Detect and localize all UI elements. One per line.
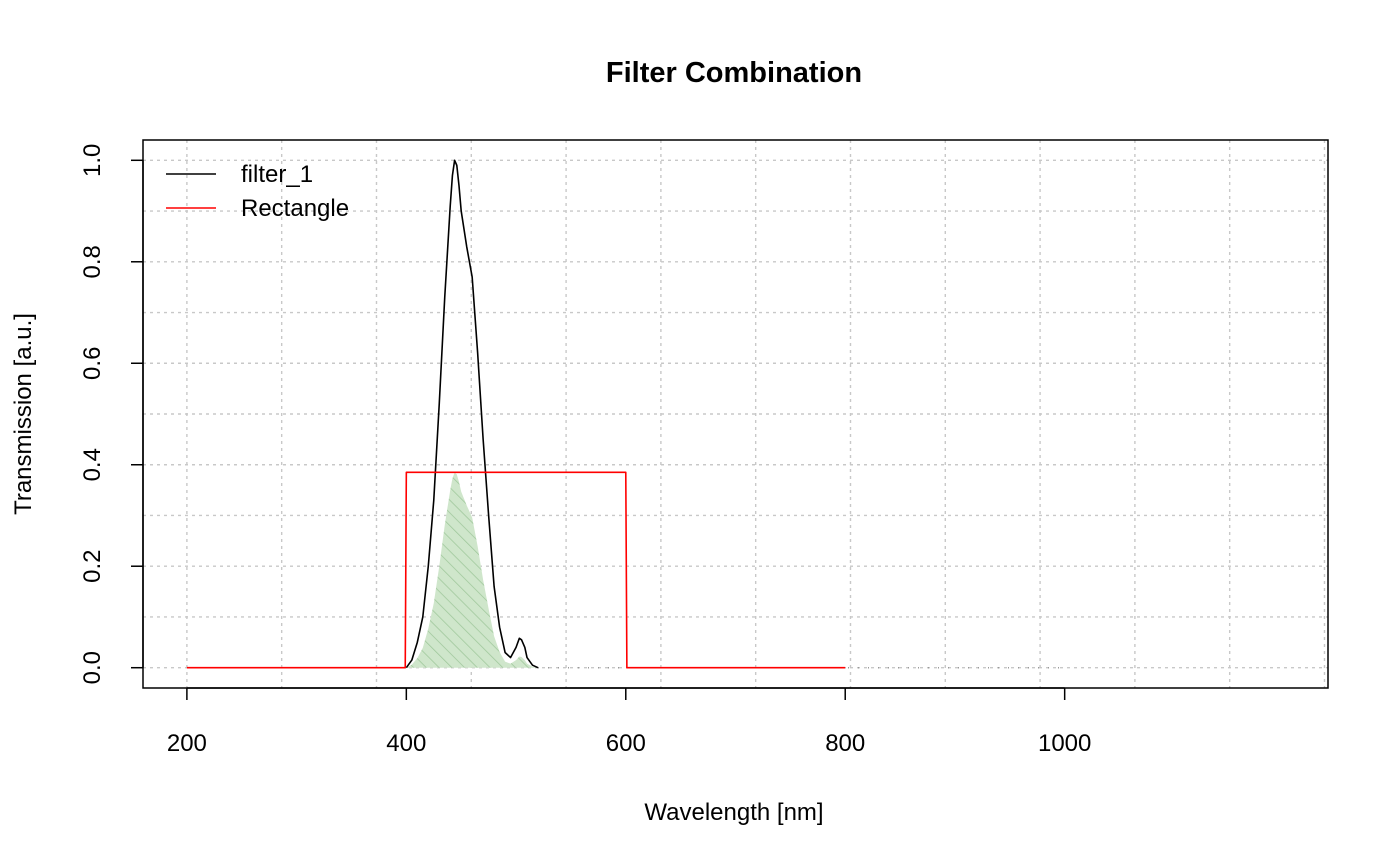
- series-line-filter-1: [405, 159, 539, 669]
- y-tick-label: 0.0: [79, 651, 106, 684]
- grid: [143, 140, 1328, 688]
- y-tick-label: 0.8: [79, 245, 106, 278]
- y-tick-label: 0.4: [79, 448, 106, 481]
- y-axis-label: Transmission [a.u.]: [10, 313, 37, 515]
- y-tick-label: 1.0: [79, 144, 106, 177]
- legend-label: Rectangle: [241, 195, 349, 222]
- series-layer: [186, 159, 1065, 669]
- x-tick-label: 600: [606, 730, 646, 757]
- series-line-rectangle: [186, 471, 846, 669]
- y-axis: 0.0 0.2 0.4 0.6 0.8 1.0: [79, 144, 144, 684]
- x-tick-label: 200: [167, 730, 207, 757]
- y-tick-label: 0.2: [79, 550, 106, 583]
- x-axis: 200 400 600 800 1000: [167, 687, 1091, 757]
- x-axis-label: Wavelength [nm]: [644, 799, 823, 826]
- legend: filter_1 Rectangle: [166, 161, 349, 222]
- shaded-area-layer: [406, 472, 538, 668]
- y-tick-label: 0.6: [79, 347, 106, 380]
- x-tick-label: 800: [825, 730, 865, 757]
- chart-title: Filter Combination: [606, 57, 862, 89]
- transmitted-area: [406, 472, 538, 668]
- x-tick-label: 1000: [1038, 730, 1091, 757]
- legend-label: filter_1: [241, 161, 313, 188]
- x-tick-label: 400: [386, 730, 426, 757]
